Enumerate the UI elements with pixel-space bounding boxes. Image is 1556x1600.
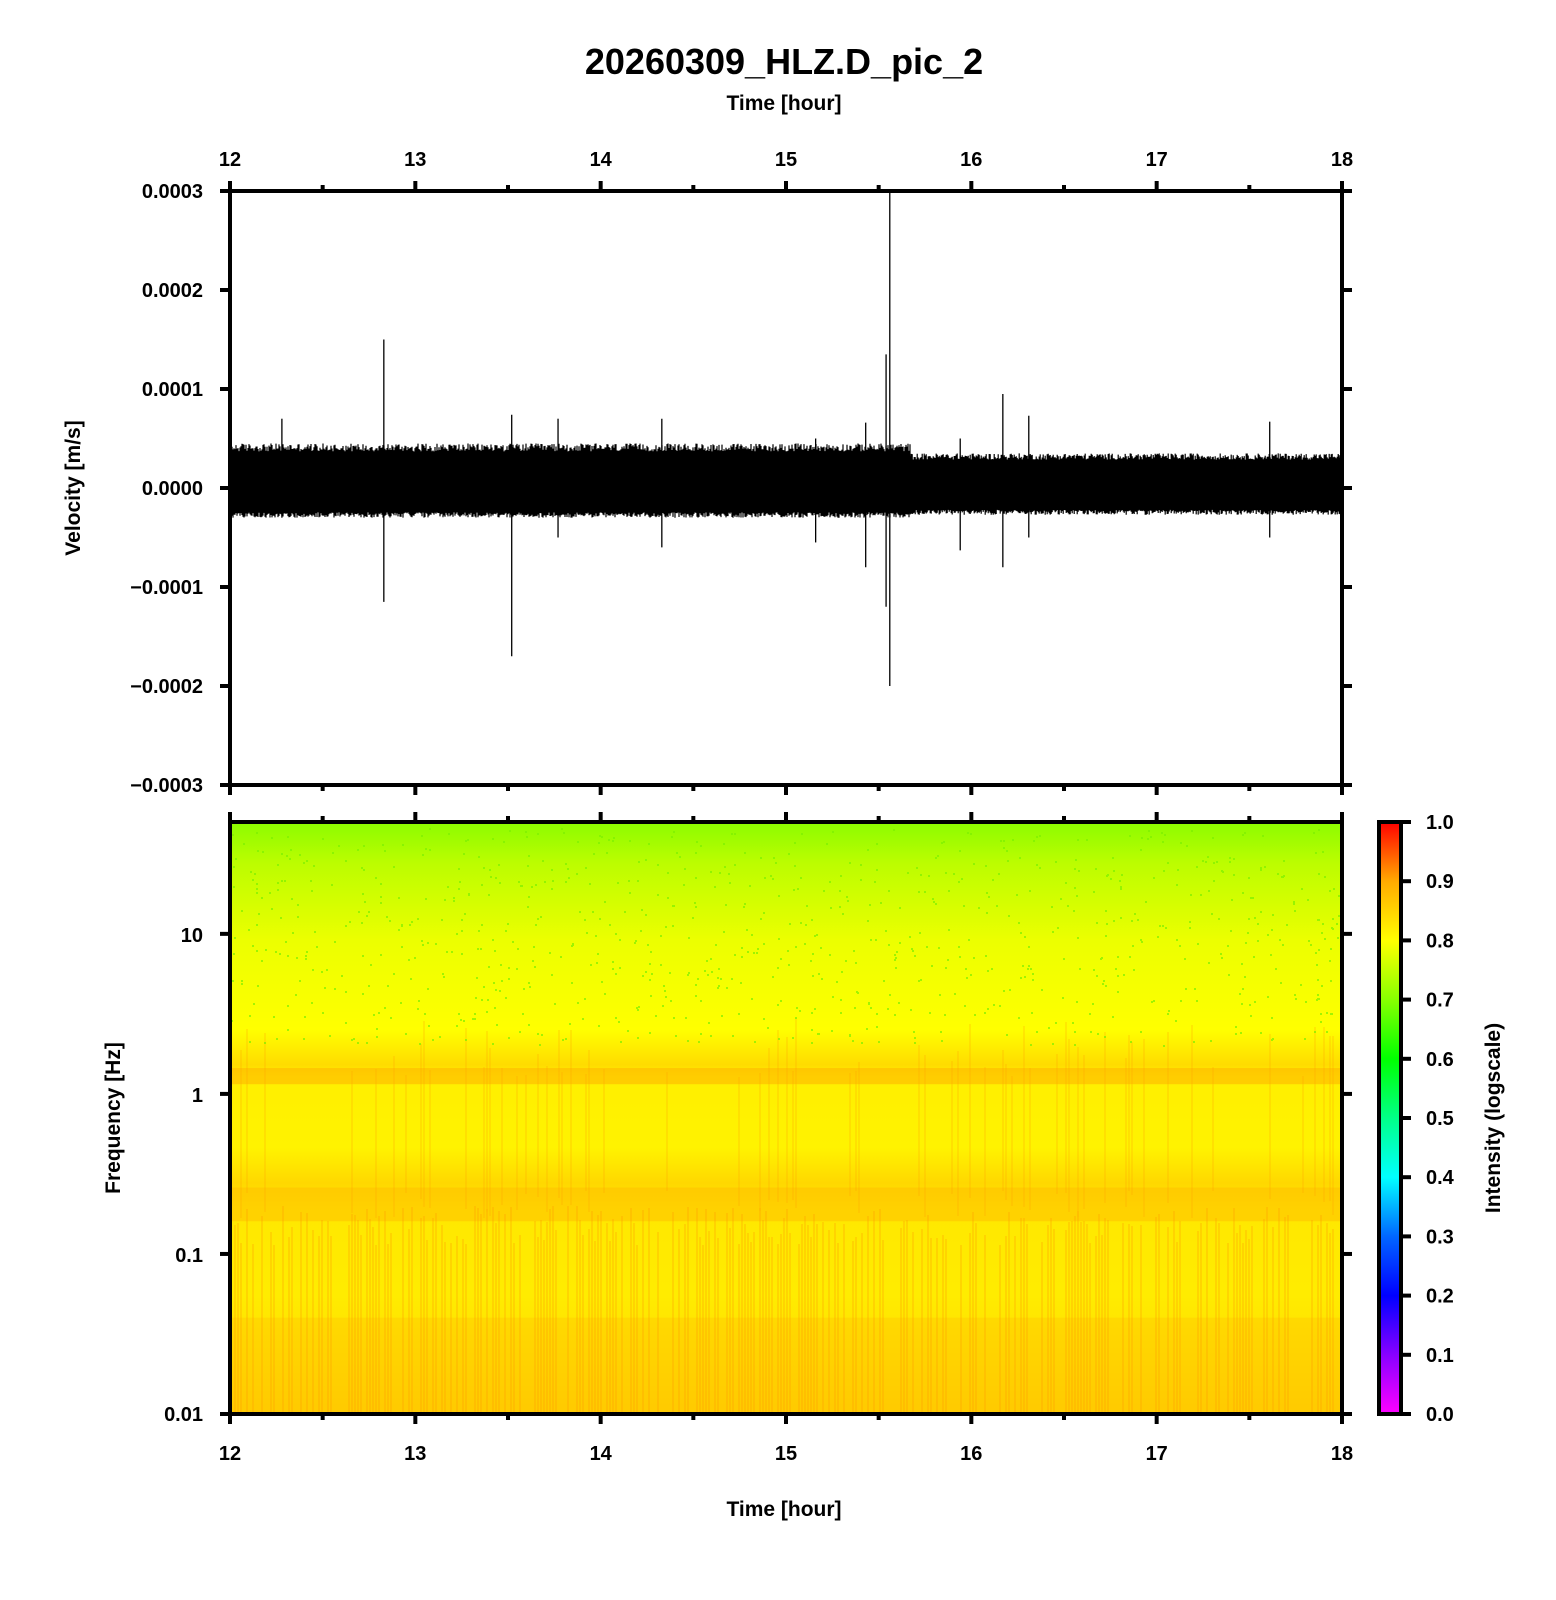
spectrogram-striation	[234, 1206, 1334, 1412]
spectral-band	[230, 1187, 1342, 1222]
y-tick-label: −0.0001	[130, 577, 203, 599]
top-x-tick-label: 15	[775, 149, 797, 171]
noise-band	[909, 453, 1342, 515]
y-tick-label: 1	[192, 1085, 203, 1107]
top-x-tick-label: 14	[590, 149, 613, 171]
spectral-band	[230, 1317, 1342, 1414]
colorbar-tick-label: 0.6	[1426, 1049, 1454, 1071]
y-tick-label: 0.0002	[142, 280, 203, 302]
colorbar-ticks	[1401, 820, 1411, 1416]
velocity-tick-labels: 0.0003 0.0002 0.0001 0.0000 −0.0001 −0.0…	[130, 181, 203, 797]
x-tick-label: 16	[960, 1443, 982, 1465]
y-tick-label: −0.0003	[130, 775, 203, 797]
velocity-axis-label: Velocity [m/s]	[62, 420, 85, 555]
spectrogram-striation	[240, 1018, 1334, 1218]
colorbar-tick-label: 0.8	[1426, 930, 1454, 952]
y-tick-label: 0.0000	[142, 478, 203, 500]
top-x-tick-label: 18	[1331, 149, 1353, 171]
colorbar	[1377, 820, 1403, 1416]
colorbar-tick-label: 0.9	[1426, 871, 1454, 893]
bottom-x-tick-labels: 12 13 14 15 16 17 18	[219, 1443, 1353, 1465]
colorbar-tick-label: 0.5	[1426, 1108, 1454, 1130]
y-tick-label: 0.01	[164, 1404, 203, 1426]
x-tick-label: 15	[775, 1443, 797, 1465]
colorbar-tick-label: 0.7	[1426, 990, 1454, 1012]
y-tick-label: 0.0003	[142, 181, 203, 203]
velocity-trace	[229, 191, 1342, 686]
top-x-tick-label: 16	[960, 149, 982, 171]
colorbar-tick-labels: 1.0 0.9 0.8 0.7 0.6 0.5 0.4 0.3 0.2 0.1 …	[1426, 812, 1455, 1426]
colorbar-label: Intensity (logscale)	[1482, 1023, 1505, 1213]
seismogram-top-tick-labels: 12 13 14 15 16 17 18	[219, 149, 1353, 171]
colorbar-tick-label: 0.4	[1426, 1167, 1455, 1189]
colorbar-tick-label: 0.0	[1426, 1404, 1454, 1426]
y-tick-label: 0.0001	[142, 379, 203, 401]
top-x-axis-label: Time [hour]	[726, 92, 841, 115]
top-x-tick-label: 12	[219, 149, 241, 171]
seismogram-ticks	[220, 181, 1352, 795]
spectrogram-ticks	[220, 812, 1352, 1424]
x-tick-label: 14	[590, 1443, 613, 1465]
frequency-axis-label: Frequency [Hz]	[102, 1042, 125, 1194]
x-tick-label: 12	[219, 1443, 241, 1465]
bottom-x-axis-label: Time [hour]	[726, 1498, 841, 1521]
top-x-tick-label: 13	[404, 149, 426, 171]
x-tick-label: 13	[404, 1443, 426, 1465]
colorbar-tick-label: 0.3	[1426, 1226, 1454, 1248]
colorbar-tick-label: 1.0	[1426, 812, 1454, 834]
colorbar-tick-label: 0.1	[1426, 1345, 1454, 1367]
frequency-tick-labels: 10 1 0.1 0.01	[164, 925, 203, 1426]
colorbar-tick-label: 0.2	[1426, 1286, 1454, 1308]
spectrogram-heatmap	[230, 822, 1342, 1414]
spectrogram-texture	[230, 828, 1343, 1414]
x-tick-label: 18	[1331, 1443, 1353, 1465]
top-x-tick-label: 17	[1146, 149, 1168, 171]
spectral-band	[230, 1068, 1342, 1085]
y-tick-label: 10	[181, 925, 203, 947]
y-tick-label: −0.0002	[130, 676, 203, 698]
chart-title: 20260309_HLZ.D_pic_2	[585, 41, 983, 82]
noise-band	[229, 443, 911, 518]
y-tick-label: 0.1	[175, 1245, 203, 1267]
spectrogram-speckle	[231, 828, 1343, 1047]
x-tick-label: 17	[1146, 1443, 1168, 1465]
